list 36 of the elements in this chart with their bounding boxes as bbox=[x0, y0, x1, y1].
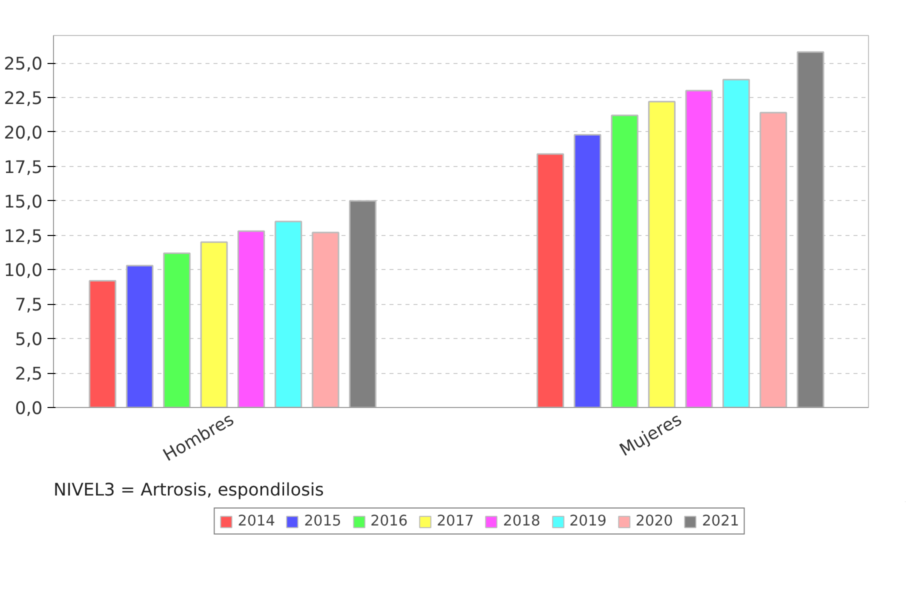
bar bbox=[722, 78, 750, 408]
legend-label: 2014 bbox=[238, 512, 276, 530]
bar bbox=[237, 230, 265, 408]
legend-label: 2021 bbox=[702, 512, 740, 530]
y-tick-label: 25,0 bbox=[4, 54, 43, 75]
legend-label: 2017 bbox=[436, 512, 474, 530]
legend-label: 2018 bbox=[503, 512, 540, 530]
bar bbox=[685, 90, 713, 408]
y-tick-label: 17,5 bbox=[4, 158, 43, 178]
y-tick-label: 15,0 bbox=[4, 192, 43, 212]
bar bbox=[536, 153, 564, 408]
bar bbox=[760, 112, 788, 408]
bar bbox=[348, 200, 376, 408]
legend-label: 2016 bbox=[370, 512, 408, 530]
legend-label: 2019 bbox=[569, 512, 607, 530]
y-tick-label: 0,0 bbox=[14, 399, 43, 419]
text: NIVEL3 = Artrosis, espondilosis bbox=[54, 480, 324, 500]
y-tick-label: 5,0 bbox=[14, 330, 43, 350]
bar bbox=[274, 220, 302, 408]
y-tick-label: 12,5 bbox=[4, 226, 43, 247]
legend-label: 2015 bbox=[304, 512, 342, 530]
bar bbox=[200, 241, 228, 408]
bar bbox=[88, 280, 116, 408]
y-tick-label: 2,5 bbox=[14, 364, 43, 385]
bar bbox=[610, 114, 638, 408]
bar bbox=[163, 252, 191, 408]
y-tick-label: 20,0 bbox=[4, 123, 43, 144]
y-tick-label: 22,5 bbox=[4, 89, 43, 109]
bar bbox=[126, 264, 154, 408]
bar bbox=[312, 232, 340, 408]
legend-label: 2020 bbox=[636, 512, 673, 530]
y-tick-label: 7,5 bbox=[14, 296, 43, 316]
bar bbox=[648, 100, 676, 408]
bar bbox=[796, 51, 824, 408]
bar bbox=[574, 134, 602, 408]
y-tick-label: 10,0 bbox=[4, 261, 43, 282]
